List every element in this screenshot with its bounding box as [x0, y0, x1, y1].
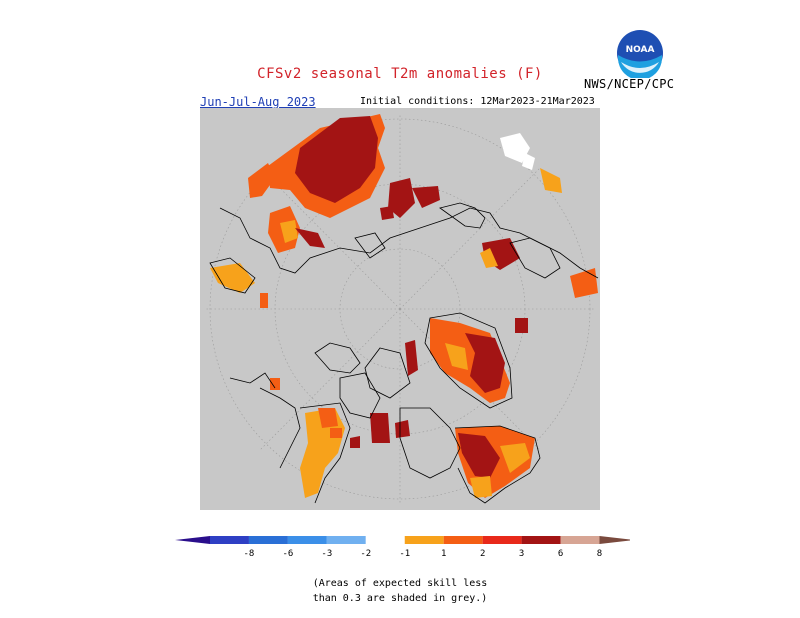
colorbar-tick-label: -3 [321, 549, 332, 559]
colorbar-box [443, 536, 483, 544]
colorbar-box [248, 536, 288, 544]
colorbar-box [482, 536, 522, 544]
colorbar-tick-label: 1 [441, 549, 446, 559]
colorbar-tick-label: 2 [480, 549, 485, 559]
colorbar-box [287, 536, 327, 544]
noaa-logo-text: NOAA [626, 45, 655, 55]
colorbar-labels: -8 -6 -3 -2 -1 1 2 3 6 8 [244, 549, 603, 559]
footnote-line-1: (Areas of expected skill less [312, 578, 488, 589]
colorbar-box [210, 536, 249, 544]
chart-title: CFSv2 seasonal T2m anomalies (F) [257, 66, 543, 82]
skill-footnote: (Areas of expected skill less than 0.3 a… [0, 576, 800, 606]
noaa-logo: NOAA [617, 30, 663, 78]
agency-label: NWS/NCEP/CPC [584, 77, 675, 91]
coastlines [209, 202, 599, 504]
anomaly-shading [210, 114, 598, 498]
meridians [205, 113, 595, 505]
colorbar: -8 -6 -3 -2 -1 1 2 3 6 8 [175, 536, 630, 559]
colorbar-box [326, 536, 366, 544]
footnote-line-2: than 0.3 are shaded in grey.) [312, 593, 488, 604]
colorbar-tick-label: 6 [558, 549, 563, 559]
initial-conditions-label: Initial conditions: 12Mar2023-21Mar2023 [360, 96, 595, 107]
colorbar-box [521, 536, 561, 544]
colorbar-tick-label: -8 [244, 549, 255, 559]
colorbar-tick-label: -6 [282, 549, 293, 559]
polar-map [200, 108, 600, 510]
colorbar-tick-label: 8 [597, 549, 602, 559]
colorbar-tick-label: 3 [519, 549, 524, 559]
colorbar-box [404, 536, 444, 544]
colorbar-arrow-right [599, 536, 630, 544]
no-data-patches [500, 133, 535, 170]
colorbar-box [365, 536, 405, 544]
colorbar-arrow-left [175, 536, 210, 544]
colorbar-box [560, 536, 600, 544]
colorbar-tick-label: -1 [399, 549, 410, 559]
season-label: Jun-Jul-Aug 2023 [200, 95, 316, 109]
colorbar-boxes [175, 536, 630, 544]
colorbar-tick-label: -2 [360, 549, 371, 559]
